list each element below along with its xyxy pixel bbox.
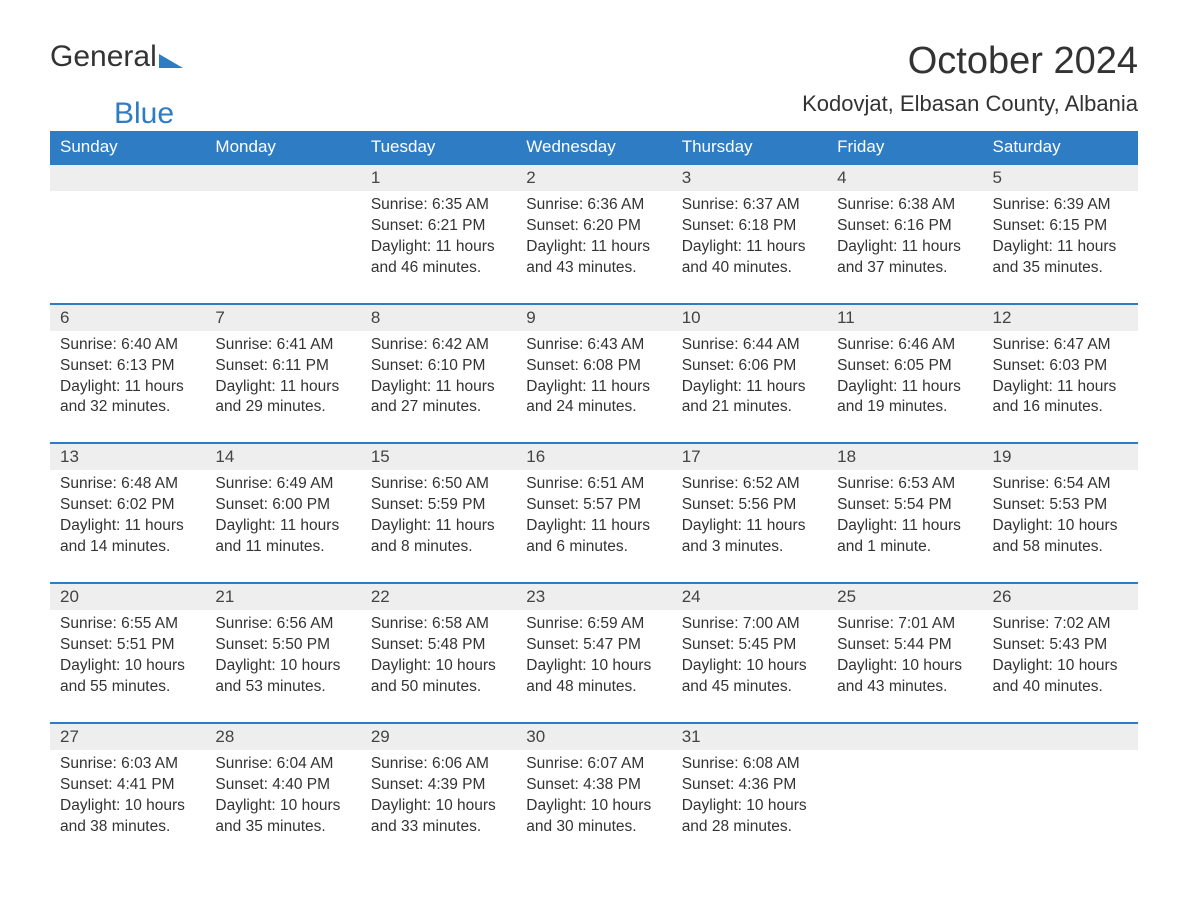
calendar-daynum-cell: 7 [205,304,360,331]
calendar-daynum-cell: 15 [361,443,516,470]
calendar-data-cell: Sunrise: 6:58 AMSunset: 5:48 PMDaylight:… [361,610,516,723]
calendar-header-cell: Monday [205,131,360,164]
calendar-header-cell: Saturday [983,131,1138,164]
calendar-daynum-cell: 6 [50,304,205,331]
calendar-header-cell: Sunday [50,131,205,164]
calendar-header-cell: Thursday [672,131,827,164]
calendar-header-cell: Tuesday [361,131,516,164]
calendar-daynum-cell: 4 [827,164,982,191]
calendar-data-cell [983,750,1138,862]
calendar-data-cell: Sunrise: 6:51 AMSunset: 5:57 PMDaylight:… [516,470,671,583]
calendar-header-cell: Wednesday [516,131,671,164]
calendar-daynum-row: 13141516171819 [50,443,1138,470]
calendar-data-cell: Sunrise: 6:54 AMSunset: 5:53 PMDaylight:… [983,470,1138,583]
calendar-data-cell: Sunrise: 6:43 AMSunset: 6:08 PMDaylight:… [516,331,671,444]
calendar-daynum-row: 2728293031 [50,723,1138,750]
calendar-data-cell: Sunrise: 6:49 AMSunset: 6:00 PMDaylight:… [205,470,360,583]
calendar-data-cell: Sunrise: 6:41 AMSunset: 6:11 PMDaylight:… [205,331,360,444]
calendar-data-cell: Sunrise: 6:36 AMSunset: 6:20 PMDaylight:… [516,191,671,304]
calendar-data-cell: Sunrise: 6:59 AMSunset: 5:47 PMDaylight:… [516,610,671,723]
calendar-header-cell: Friday [827,131,982,164]
calendar-daynum-cell: 24 [672,583,827,610]
calendar-data-cell: Sunrise: 6:37 AMSunset: 6:18 PMDaylight:… [672,191,827,304]
calendar-daynum-cell: 30 [516,723,671,750]
calendar-daynum-cell: 27 [50,723,205,750]
calendar-daynum-cell: 21 [205,583,360,610]
calendar-daynum-cell [983,723,1138,750]
calendar-data-cell: Sunrise: 7:01 AMSunset: 5:44 PMDaylight:… [827,610,982,723]
calendar-data-cell: Sunrise: 6:42 AMSunset: 6:10 PMDaylight:… [361,331,516,444]
calendar-daynum-row: 20212223242526 [50,583,1138,610]
calendar-daynum-row: 12345 [50,164,1138,191]
calendar-data-cell: Sunrise: 6:03 AMSunset: 4:41 PMDaylight:… [50,750,205,862]
calendar-data-cell [827,750,982,862]
calendar-header-row: SundayMondayTuesdayWednesdayThursdayFrid… [50,131,1138,164]
calendar-table: SundayMondayTuesdayWednesdayThursdayFrid… [50,131,1138,861]
calendar-data-cell: Sunrise: 6:55 AMSunset: 5:51 PMDaylight:… [50,610,205,723]
calendar-daynum-cell: 23 [516,583,671,610]
calendar-data-cell: Sunrise: 6:44 AMSunset: 6:06 PMDaylight:… [672,331,827,444]
calendar-daynum-cell: 26 [983,583,1138,610]
calendar-daynum-row: 6789101112 [50,304,1138,331]
calendar-data-cell: Sunrise: 7:02 AMSunset: 5:43 PMDaylight:… [983,610,1138,723]
calendar-daynum-cell: 18 [827,443,982,470]
calendar-daynum-cell: 11 [827,304,982,331]
calendar-data-cell: Sunrise: 6:56 AMSunset: 5:50 PMDaylight:… [205,610,360,723]
calendar-data-cell: Sunrise: 6:47 AMSunset: 6:03 PMDaylight:… [983,331,1138,444]
calendar-daynum-cell: 25 [827,583,982,610]
calendar-data-cell: Sunrise: 6:08 AMSunset: 4:36 PMDaylight:… [672,750,827,862]
calendar-data-cell: Sunrise: 6:38 AMSunset: 6:16 PMDaylight:… [827,191,982,304]
calendar-data-cell: Sunrise: 6:50 AMSunset: 5:59 PMDaylight:… [361,470,516,583]
calendar-daynum-cell: 2 [516,164,671,191]
calendar-daynum-cell: 3 [672,164,827,191]
logo-text-2: Blue [114,97,174,131]
calendar-data-cell: Sunrise: 6:48 AMSunset: 6:02 PMDaylight:… [50,470,205,583]
calendar-data-cell: Sunrise: 6:35 AMSunset: 6:21 PMDaylight:… [361,191,516,304]
calendar-daynum-cell [205,164,360,191]
calendar-data-cell: Sunrise: 6:53 AMSunset: 5:54 PMDaylight:… [827,470,982,583]
calendar-daynum-cell: 28 [205,723,360,750]
page-subtitle: Kodovjat, Elbasan County, Albania [802,91,1138,117]
calendar-daynum-cell: 22 [361,583,516,610]
calendar-data-cell: Sunrise: 6:46 AMSunset: 6:05 PMDaylight:… [827,331,982,444]
calendar-data-row: Sunrise: 6:35 AMSunset: 6:21 PMDaylight:… [50,191,1138,304]
calendar-data-row: Sunrise: 6:40 AMSunset: 6:13 PMDaylight:… [50,331,1138,444]
calendar-data-cell: Sunrise: 6:39 AMSunset: 6:15 PMDaylight:… [983,191,1138,304]
page-title: October 2024 [908,40,1138,83]
calendar-daynum-cell: 14 [205,443,360,470]
calendar-data-row: Sunrise: 6:48 AMSunset: 6:02 PMDaylight:… [50,470,1138,583]
calendar-daynum-cell: 10 [672,304,827,331]
calendar-daynum-cell: 16 [516,443,671,470]
calendar-data-cell [205,191,360,304]
calendar-daynum-cell: 13 [50,443,205,470]
calendar-daynum-cell [827,723,982,750]
calendar-data-cell: Sunrise: 6:52 AMSunset: 5:56 PMDaylight:… [672,470,827,583]
calendar-daynum-cell: 8 [361,304,516,331]
calendar-data-row: Sunrise: 6:55 AMSunset: 5:51 PMDaylight:… [50,610,1138,723]
calendar-daynum-cell: 19 [983,443,1138,470]
calendar-daynum-cell: 12 [983,304,1138,331]
calendar-daynum-cell: 17 [672,443,827,470]
calendar-daynum-cell: 20 [50,583,205,610]
calendar-data-cell: Sunrise: 6:06 AMSunset: 4:39 PMDaylight:… [361,750,516,862]
calendar-daynum-cell: 1 [361,164,516,191]
calendar-data-cell [50,191,205,304]
calendar-daynum-cell [50,164,205,191]
calendar-data-cell: Sunrise: 6:07 AMSunset: 4:38 PMDaylight:… [516,750,671,862]
calendar-data-cell: Sunrise: 7:00 AMSunset: 5:45 PMDaylight:… [672,610,827,723]
calendar-daynum-cell: 29 [361,723,516,750]
calendar-data-row: Sunrise: 6:03 AMSunset: 4:41 PMDaylight:… [50,750,1138,862]
calendar-daynum-cell: 5 [983,164,1138,191]
calendar-data-cell: Sunrise: 6:40 AMSunset: 6:13 PMDaylight:… [50,331,205,444]
calendar-daynum-cell: 31 [672,723,827,750]
calendar-data-cell: Sunrise: 6:04 AMSunset: 4:40 PMDaylight:… [205,750,360,862]
calendar-daynum-cell: 9 [516,304,671,331]
